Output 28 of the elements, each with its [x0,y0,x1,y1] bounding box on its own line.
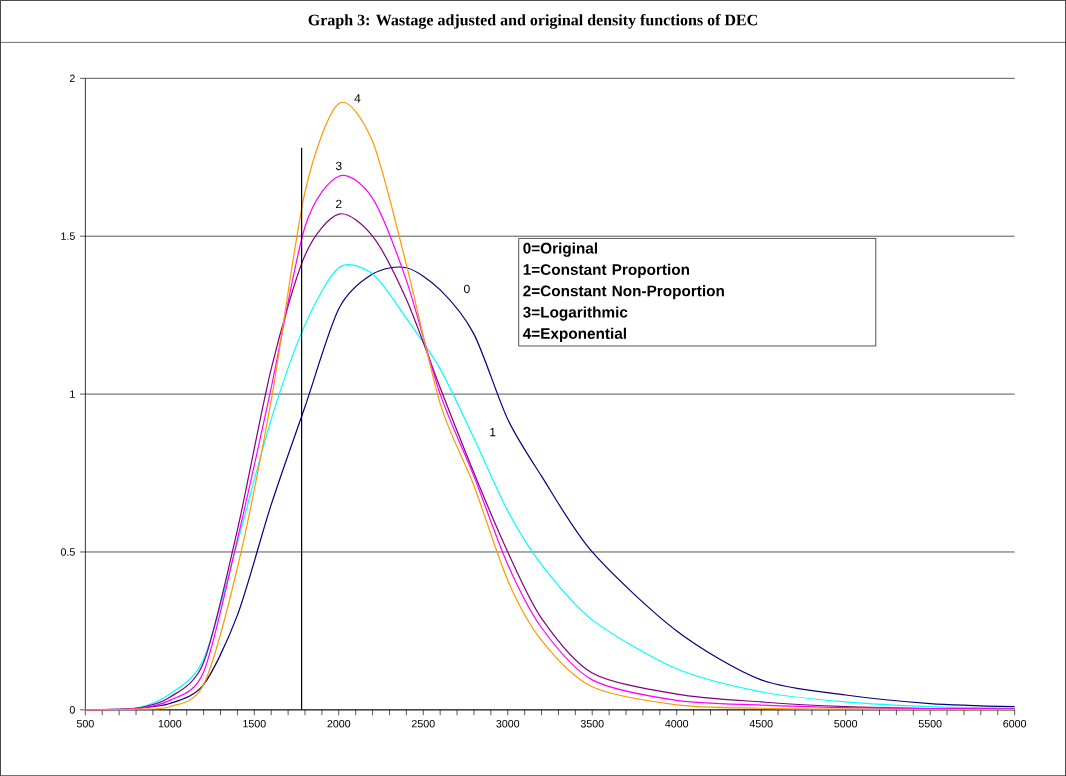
x-tick-label: 2500 [411,719,435,728]
series-label: 2 [336,199,342,208]
x-tick-label: 3000 [496,719,520,728]
series-label: 1 [490,427,496,437]
x-tick-label: 6000 [1003,719,1027,728]
x-tick-label: 4500 [749,719,773,728]
annotation: 4=Exponential [522,327,626,342]
x-tick-label: 5500 [918,719,942,728]
x-tick-label: 1500 [243,719,266,728]
x-tick-label: 2000 [327,719,351,728]
series-label: 3 [335,161,342,171]
series-label: 0 [463,284,470,294]
x-tick-label: 500 [76,719,94,728]
x-tick-label: 1000 [158,719,182,728]
y-tick-label: 2 [69,74,75,82]
annotation: 0=Original [523,242,598,257]
annotation: 3=Logarithmic [523,306,628,321]
y-tick-label: 1.5 [61,232,75,240]
x-tick-label: 5000 [834,719,858,728]
annotation: 1=Constant Proportion [523,263,690,278]
annotation: 2=Constant Non-Proportion [523,284,724,300]
y-tick-label: 0 [69,705,75,714]
chart-title: Graph 3: Wastage adjusted and original density functions of DEC [308,13,757,29]
x-tick-label: 4000 [665,719,689,728]
x-tick-label: 3500 [580,719,604,728]
y-tick-label: 1 [70,390,75,398]
series-label: 4 [354,94,361,103]
y-tick-label: 0.5 [60,548,75,556]
